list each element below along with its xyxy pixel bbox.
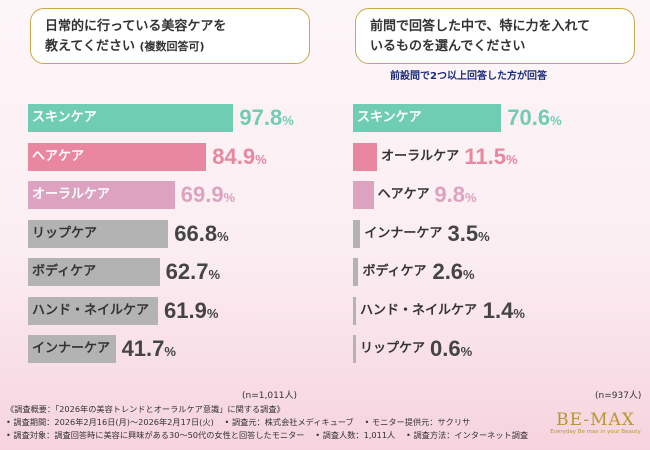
value-unit: % [464, 190, 477, 205]
category-label: リップケア [360, 341, 426, 356]
category-label: インナーケア [32, 341, 111, 356]
chart-bar [28, 104, 234, 132]
category-label: オーラルケア [32, 187, 111, 202]
value-number: 66.8 [174, 220, 218, 246]
value-label: 69.9% [181, 178, 235, 212]
right-n-label: (n=937人) [595, 391, 642, 401]
value-unit: % [463, 267, 475, 282]
value-number: 62.7 [165, 259, 209, 284]
value-number: 41.7 [121, 336, 165, 361]
value-unit: % [217, 228, 229, 244]
category-label: リップケア [32, 225, 98, 241]
left-panel: 日常的に行っている美容ケアを 教えてください (複数回答可) スキンケア 97.8… [20, 0, 320, 401]
left-question-line2-text: 教えてください [45, 39, 135, 54]
value-number: 97.8 [239, 105, 283, 130]
chart-bar [28, 219, 169, 248]
chart-bar [353, 104, 502, 132]
left-question-line2: 教えてください (複数回答可) [45, 37, 295, 57]
left-question-line1: 日常的に行っている美容ケアを [45, 19, 227, 34]
category-label: インナーケア [364, 225, 443, 241]
chart-bar [353, 219, 361, 248]
chart-bar [353, 335, 356, 363]
right-question-line2: いるものを選んでください [370, 39, 526, 54]
value-number: 9.8 [434, 182, 465, 207]
left-question-box: 日常的に行っている美容ケアを 教えてください (複数回答可) [30, 8, 310, 64]
value-label: 41.7% [122, 332, 176, 366]
value-number: 1.4 [482, 297, 514, 323]
value-number: 61.9 [163, 297, 207, 323]
chart-bar [28, 335, 116, 363]
category-label: ボディケア [32, 264, 97, 279]
category-label: ヘアケア [377, 187, 430, 202]
value-label: 2.6% [432, 255, 474, 289]
value-label: 3.5% [448, 217, 490, 251]
chart-bar [28, 142, 207, 171]
value-unit: % [208, 267, 221, 282]
value-number: 0.6 [430, 336, 461, 361]
footer-line3: • 調査対象：調査回答時に美容に興味がある30～50代の女性と回答したモニター … [6, 430, 529, 440]
chart-bar [28, 296, 158, 325]
value-unit: % [513, 305, 525, 321]
value-unit: % [478, 228, 490, 244]
value-unit: % [460, 344, 473, 359]
chart-bar [353, 181, 374, 209]
value-unit: % [282, 113, 294, 128]
value-unit: % [206, 305, 219, 321]
value-number: 11.5 [464, 143, 506, 169]
value-label: 66.8% [174, 217, 228, 251]
chart-bar [28, 258, 160, 286]
survey-footer: 《調査概要：「2026年の美容トレンドとオーラルケア意識」に関する調査》 • 調… [6, 403, 529, 442]
right-question-line1: 前問で回答した中で、特に力を入れて [370, 19, 591, 34]
brand-logo-text: BE-MAX [556, 410, 635, 430]
footer-line1: 《調査概要：「2026年の美容トレンドとオーラルケア意識」に関する調査》 [6, 404, 285, 414]
value-unit: % [255, 151, 267, 167]
footer-line2: • 調査期間：2026年2月16日(月)～2026年2月17日(火) • 調査元… [6, 417, 471, 427]
value-label: 9.8% [434, 178, 476, 212]
value-label: 1.4% [483, 294, 525, 328]
value-label: 11.5% [464, 140, 517, 174]
value-number: 2.6 [432, 259, 464, 284]
value-label: 84.9% [212, 140, 266, 174]
value-number: 3.5 [447, 220, 479, 246]
chart-bar [353, 296, 356, 325]
chart-bar [353, 142, 378, 171]
value-number: 70.6 [507, 105, 551, 130]
value-label: 62.7% [166, 255, 220, 289]
brand-logo: BE-MAX Everyday Be max in your Beauty [548, 410, 643, 435]
category-label: オーラルケア [381, 148, 460, 164]
value-unit: % [164, 344, 176, 359]
category-label: ヘアケア [32, 148, 85, 164]
category-label: ハンド・ネイルケア [360, 302, 478, 318]
left-question-sub: (複数回答可) [139, 40, 205, 53]
brand-tagline: Everyday Be max in your Beauty [550, 429, 641, 435]
value-unit: % [505, 151, 518, 167]
value-label: 70.6% [507, 101, 561, 135]
right-panel: 前問で回答した中で、特に力を入れて いるものを選んでください 前設問で2つ以上回… [345, 0, 645, 401]
right-question-box: 前問で回答した中で、特に力を入れて いるものを選んでください [355, 8, 635, 64]
value-label: 0.6% [430, 332, 472, 366]
value-number: 84.9 [212, 143, 256, 169]
value-unit: % [223, 190, 236, 205]
right-note: 前設問で2つ以上回答した方が回答 [390, 71, 547, 82]
chart-bar [28, 181, 175, 209]
category-label: スキンケア [32, 110, 97, 125]
category-label: スキンケア [357, 110, 422, 125]
value-number: 69.9 [180, 182, 224, 207]
category-label: ハンド・ネイルケア [32, 302, 150, 318]
chart-bar [353, 258, 359, 286]
value-unit: % [550, 113, 562, 128]
value-label: 97.8% [239, 101, 293, 135]
left-n-label: (n=1,011人) [242, 391, 298, 401]
category-label: ボディケア [362, 264, 427, 279]
value-label: 61.9% [164, 294, 218, 328]
